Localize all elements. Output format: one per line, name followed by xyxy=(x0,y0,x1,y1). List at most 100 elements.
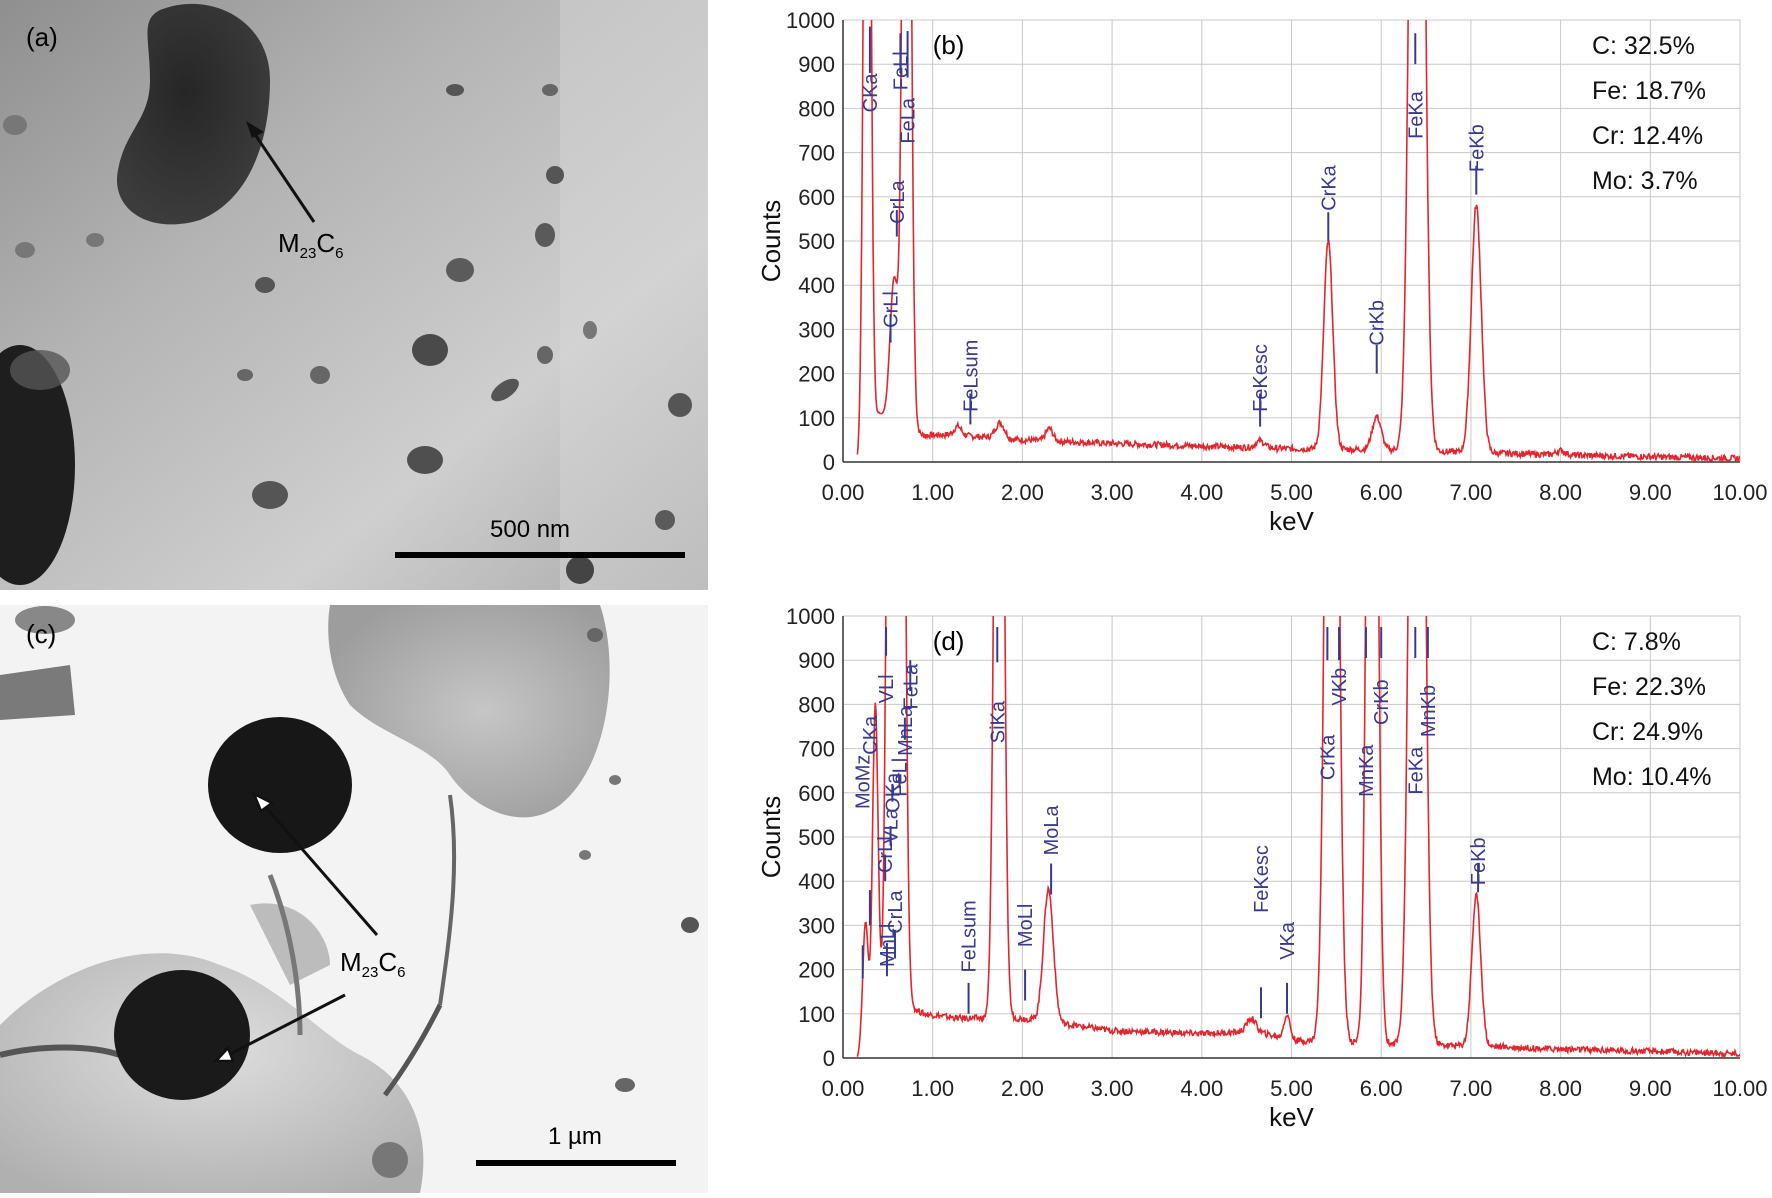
arrowhead-a xyxy=(246,121,264,138)
peak-label: FeLa xyxy=(900,663,922,709)
x-tick-label: 1.00 xyxy=(911,480,954,505)
peak-label: FeLa xyxy=(898,97,920,143)
x-tick-label: 7.00 xyxy=(1449,1076,1492,1101)
peak-label: FeKesc xyxy=(1250,344,1272,412)
eds-chart-b: 0.00 1.00 2.00 3.00 4.00 5.00 6.00 7.00 8.00 9.00… xyxy=(756,8,1768,536)
y-tick-label: 200 xyxy=(798,362,835,387)
scale-bar-label-a: 500 nm xyxy=(490,516,571,543)
y-tick-label: 700 xyxy=(798,141,835,166)
tem-micrograph-c xyxy=(0,605,708,1193)
y-tick-label: 100 xyxy=(798,1002,835,1027)
peak-label: VKb xyxy=(1329,668,1351,706)
x-tick-label: 3.00 xyxy=(1091,480,1134,505)
peak-label: FeLsum xyxy=(960,340,982,412)
composition-label: Fe: 18.7% xyxy=(1592,77,1706,105)
peak-label: FeKb xyxy=(1466,124,1488,172)
composition-label: Mo: 3.7% xyxy=(1592,167,1698,195)
x-tick-label: 9.00 xyxy=(1629,1076,1672,1101)
peak-label: CrKa xyxy=(1318,164,1340,210)
spectrum-line xyxy=(856,20,1740,462)
composition-label: Mo: 10.4% xyxy=(1592,763,1712,791)
peak-label: SiKa xyxy=(987,700,1009,743)
peak-label: FeKb xyxy=(1468,837,1490,885)
y-tick-label: 300 xyxy=(798,317,835,342)
tem-micrograph-a xyxy=(0,0,708,590)
m23c6-label-c: M23C6 xyxy=(340,947,405,981)
y-tick-label: 800 xyxy=(798,96,835,121)
x-tick-label: 8.00 xyxy=(1539,1076,1582,1101)
x-tick-label: 4.00 xyxy=(1180,480,1223,505)
y-tick-label: 600 xyxy=(798,185,835,210)
x-tick-label: 2.00 xyxy=(1001,480,1044,505)
x-tick-label: 0.00 xyxy=(822,1076,865,1101)
y-tick-label: 700 xyxy=(798,737,835,762)
panel-label: (b) xyxy=(933,30,965,60)
peak-label: FeKa xyxy=(1405,90,1427,139)
pointer-arrow-c-upper xyxy=(260,802,379,936)
peak-label: FeKesc xyxy=(1251,845,1273,913)
peak-label: FeKa xyxy=(1405,746,1427,795)
scale-bar-label-c: 1 µm xyxy=(548,1123,602,1150)
composition-label: Cr: 12.4% xyxy=(1592,122,1703,150)
x-tick-label: 8.00 xyxy=(1539,480,1582,505)
y-tick-label: 200 xyxy=(798,958,835,983)
precipitate-lower xyxy=(114,970,250,1100)
composition-label: Fe: 22.3% xyxy=(1592,673,1706,701)
peak-label: MoLa xyxy=(1041,805,1063,856)
arrowhead-c-upper xyxy=(251,791,275,813)
peak-label: CrLl xyxy=(875,836,897,873)
peak-label: CrKb xyxy=(1371,679,1393,725)
y-tick-label: 500 xyxy=(798,825,835,850)
m23c6-main-a: M xyxy=(278,228,300,258)
y-tick-label: 100 xyxy=(798,406,835,431)
y-tick-label: 900 xyxy=(798,648,835,673)
y-tick-label: 0 xyxy=(823,450,835,475)
x-tick-label: 0.00 xyxy=(822,480,865,505)
y-tick-label: 300 xyxy=(798,913,835,938)
precipitate-upper xyxy=(208,717,352,853)
peak-label: MnKa xyxy=(1356,744,1378,797)
m23c6-sub2-a: 6 xyxy=(335,245,344,263)
y-tick-label: 400 xyxy=(798,869,835,894)
y-tick-label: 500 xyxy=(798,229,835,254)
tem-image-a: (a) M23C6 500 nm xyxy=(0,0,708,590)
peak-label: MnLa xyxy=(895,705,917,756)
x-tick-label: 6.00 xyxy=(1360,480,1403,505)
m23c6-mid-a: C xyxy=(316,228,336,258)
large-precipitate xyxy=(116,3,270,225)
peak-label: CKa xyxy=(860,73,882,113)
x-tick-label: 10.00 xyxy=(1712,480,1767,505)
tem-image-c: (c) M23C6 1 µm xyxy=(0,605,708,1193)
peak-label: MnKb xyxy=(1418,685,1440,737)
peak-label: CrKa xyxy=(1317,734,1339,780)
m23c6-sub2-c: 6 xyxy=(397,964,406,982)
y-axis-title: Counts xyxy=(756,200,786,282)
peak-label: VLa xyxy=(881,807,903,843)
y-tick-label: 1000 xyxy=(786,8,835,33)
arrowhead-c-lower xyxy=(213,1045,235,1063)
peak-label: CrLl xyxy=(881,291,903,328)
eds-spectrum-b: 0.00 1.00 2.00 3.00 4.00 5.00 6.00 7.00 8.00 9.00… xyxy=(710,0,1772,596)
x-tick-label: 10.00 xyxy=(1712,1076,1767,1101)
y-tick-label: 800 xyxy=(798,692,835,717)
x-tick-label: 7.00 xyxy=(1449,480,1492,505)
peak-label: VKa xyxy=(1277,921,1299,960)
m23c6-label-a: M23C6 xyxy=(278,228,343,262)
m23c6-main-c: M xyxy=(340,947,362,977)
x-axis-title: keV xyxy=(1269,506,1314,536)
y-tick-label: 1000 xyxy=(786,604,835,629)
peak-label: MoLl xyxy=(1015,904,1037,947)
y-axis-title: Counts xyxy=(756,796,786,878)
x-tick-label: 9.00 xyxy=(1629,480,1672,505)
m23c6-sub1-a: 23 xyxy=(299,245,317,263)
peak-label: MnLl xyxy=(877,924,899,967)
x-tick-label: 5.00 xyxy=(1270,1076,1313,1101)
panel-label-a: (a) xyxy=(26,22,58,52)
peak-label: CKa xyxy=(860,715,882,755)
pointer-arrow-c-lower xyxy=(227,993,346,1057)
peak-label: FeLl xyxy=(890,758,912,797)
x-tick-label: 5.00 xyxy=(1270,480,1313,505)
peak-label: FeLsum xyxy=(959,900,981,972)
x-tick-label: 2.00 xyxy=(1001,1076,1044,1101)
composition-label: C: 7.8% xyxy=(1592,628,1681,656)
